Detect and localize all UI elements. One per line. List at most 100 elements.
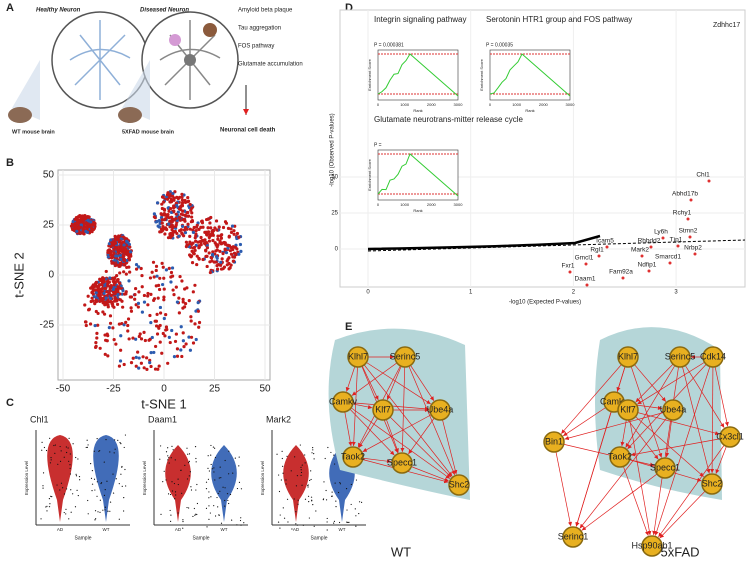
cell-point bbox=[93, 283, 98, 287]
cell-point bbox=[183, 231, 188, 235]
cell-point bbox=[112, 338, 116, 342]
cell-point bbox=[139, 361, 143, 365]
cell-point bbox=[235, 231, 240, 236]
cell-point bbox=[155, 312, 159, 316]
cell-point bbox=[105, 438, 107, 441]
cell-point bbox=[222, 486, 224, 488]
cell-point bbox=[159, 445, 162, 447]
cell-point bbox=[232, 472, 234, 474]
cell-point bbox=[238, 481, 241, 483]
node bbox=[669, 346, 691, 368]
y-tick-label: 50 bbox=[331, 175, 338, 181]
cell-point bbox=[163, 334, 167, 338]
cell-point bbox=[348, 521, 350, 523]
label: WT bbox=[103, 527, 110, 532]
x-tick-label: 3000 bbox=[454, 102, 464, 107]
cell-point bbox=[94, 510, 97, 512]
cell-point bbox=[211, 250, 215, 254]
cell-point bbox=[170, 266, 175, 270]
cell-point bbox=[101, 310, 105, 314]
cell-point bbox=[107, 510, 109, 512]
edge bbox=[362, 409, 441, 453]
es-curve bbox=[377, 153, 459, 197]
cell-point bbox=[121, 248, 125, 252]
cell-point bbox=[238, 242, 243, 247]
violin bbox=[47, 435, 73, 522]
cell-point bbox=[87, 513, 89, 515]
cell-point bbox=[114, 263, 119, 267]
cell-point bbox=[103, 494, 106, 496]
plot-title: Daam1 bbox=[148, 414, 177, 424]
inset-plot bbox=[377, 49, 459, 101]
cell-point bbox=[137, 265, 141, 269]
label: Healthy Neuron bbox=[36, 8, 81, 14]
edge bbox=[382, 409, 452, 478]
gene-point bbox=[661, 236, 665, 240]
cell-point bbox=[174, 332, 178, 336]
label: AD bbox=[175, 527, 182, 532]
cell-point bbox=[300, 471, 303, 474]
cell-point bbox=[327, 446, 329, 449]
y-tick-label: 25 bbox=[43, 220, 55, 231]
cell-point bbox=[285, 479, 287, 481]
label: Neuronal cell death bbox=[220, 128, 276, 134]
cell-point bbox=[148, 361, 152, 365]
gene-point bbox=[676, 244, 680, 248]
cell-point bbox=[177, 296, 181, 300]
cell-point bbox=[129, 309, 134, 313]
cell-point bbox=[164, 313, 168, 317]
cell-point bbox=[169, 509, 171, 512]
y-tick-label: 0 bbox=[335, 247, 339, 253]
panel-a-art bbox=[8, 11, 249, 123]
node-label: Cdk14 bbox=[700, 351, 726, 361]
cell-point bbox=[300, 474, 302, 477]
cell-point bbox=[188, 475, 190, 477]
cell-point bbox=[169, 520, 172, 522]
cell-point bbox=[186, 199, 191, 203]
edge bbox=[439, 409, 458, 475]
cell-point bbox=[122, 323, 126, 327]
cell-point bbox=[194, 234, 198, 238]
panel-label: C bbox=[6, 397, 14, 409]
cell-point bbox=[49, 462, 52, 464]
cell-point bbox=[230, 224, 235, 228]
cell-point bbox=[224, 487, 226, 489]
cell-point bbox=[93, 323, 97, 328]
cell-point bbox=[171, 229, 175, 234]
cell-point bbox=[80, 231, 84, 235]
panel-label: A bbox=[6, 2, 14, 14]
cell-point bbox=[212, 446, 215, 448]
cell-point bbox=[206, 526, 208, 528]
cell-point bbox=[105, 279, 110, 284]
cell-point bbox=[110, 256, 114, 260]
node bbox=[702, 346, 724, 368]
cell-point bbox=[119, 262, 123, 266]
cell-point bbox=[206, 230, 211, 234]
cell-point bbox=[182, 305, 187, 309]
gene-label: Icam5 bbox=[596, 238, 614, 245]
cell-point bbox=[93, 478, 96, 480]
cell-point bbox=[109, 249, 113, 253]
gene-point bbox=[605, 245, 609, 249]
cell-point bbox=[74, 222, 79, 226]
gene-point bbox=[621, 276, 625, 280]
cell-point bbox=[282, 472, 284, 474]
edge bbox=[553, 441, 655, 467]
cell-point bbox=[128, 245, 132, 249]
cell-point bbox=[131, 336, 135, 340]
cell-point bbox=[86, 294, 90, 298]
cell-point bbox=[229, 227, 233, 231]
x-tick-label: 3 bbox=[674, 290, 678, 296]
cell-point bbox=[215, 248, 219, 252]
cell-point bbox=[96, 323, 100, 327]
cell-point bbox=[278, 474, 280, 476]
cell-point bbox=[218, 477, 220, 479]
cell-point bbox=[109, 245, 113, 249]
label: 5XFAD mouse brain bbox=[122, 129, 175, 135]
cell-point bbox=[196, 301, 200, 305]
cell-point bbox=[45, 449, 48, 452]
cell-point bbox=[326, 529, 328, 531]
gene-label: Chl1 bbox=[696, 172, 710, 179]
cell-point bbox=[158, 311, 163, 315]
cell-point bbox=[210, 444, 212, 447]
